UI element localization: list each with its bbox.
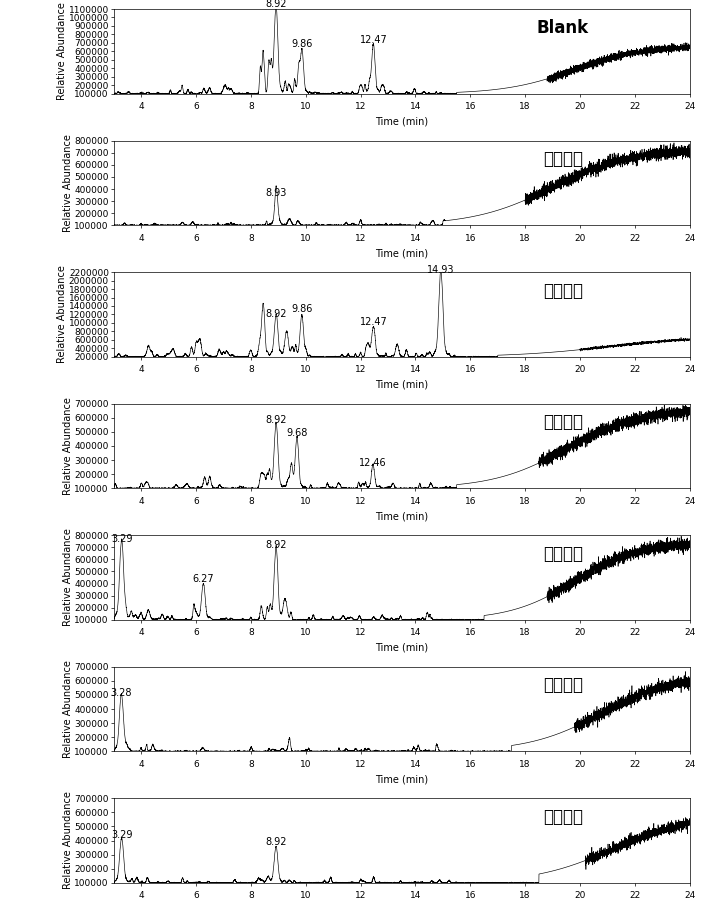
X-axis label: Time (min): Time (min) bbox=[375, 117, 428, 127]
Text: 12.46: 12.46 bbox=[359, 458, 387, 468]
Text: 8.92: 8.92 bbox=[265, 0, 287, 9]
X-axis label: Time (min): Time (min) bbox=[375, 774, 428, 785]
Text: Blank: Blank bbox=[537, 19, 589, 37]
Text: 14.93: 14.93 bbox=[427, 265, 454, 275]
Y-axis label: Relative Abundance: Relative Abundance bbox=[63, 397, 73, 495]
X-axis label: Time (min): Time (min) bbox=[375, 249, 428, 259]
Text: 물금원수: 물금원수 bbox=[543, 414, 583, 432]
X-axis label: Time (min): Time (min) bbox=[375, 511, 428, 522]
Text: 8.92: 8.92 bbox=[265, 540, 287, 550]
Text: 질서원수: 질서원수 bbox=[543, 282, 583, 300]
Y-axis label: Relative Abundance: Relative Abundance bbox=[63, 660, 73, 758]
Y-axis label: Relative Abundance: Relative Abundance bbox=[58, 3, 68, 100]
X-axis label: Time (min): Time (min) bbox=[375, 380, 428, 390]
Text: 6.27: 6.27 bbox=[193, 574, 214, 584]
Text: 3.28: 3.28 bbox=[111, 688, 132, 698]
Y-axis label: Relative Abundance: Relative Abundance bbox=[58, 266, 68, 363]
Text: 3.29: 3.29 bbox=[111, 534, 132, 544]
Text: 8.92: 8.92 bbox=[265, 309, 287, 319]
Text: 12.47: 12.47 bbox=[360, 317, 387, 327]
Text: 질서정수: 질서정수 bbox=[543, 677, 583, 695]
Text: 12.47: 12.47 bbox=[360, 35, 387, 45]
X-axis label: Time (min): Time (min) bbox=[375, 642, 428, 653]
Text: 9.68: 9.68 bbox=[287, 428, 308, 438]
Text: 문산원수: 문산원수 bbox=[543, 150, 583, 168]
Text: 문산정수: 문산정수 bbox=[543, 545, 583, 563]
Text: 화명정수: 화명정수 bbox=[543, 808, 583, 826]
Text: 9.86: 9.86 bbox=[292, 305, 313, 314]
Text: 8.92: 8.92 bbox=[265, 837, 287, 847]
Text: 9.86: 9.86 bbox=[292, 40, 313, 50]
Text: 8.92: 8.92 bbox=[265, 415, 287, 425]
Y-axis label: Relative Abundance: Relative Abundance bbox=[63, 529, 73, 626]
Y-axis label: Relative Abundance: Relative Abundance bbox=[63, 134, 73, 232]
Text: 3.29: 3.29 bbox=[111, 830, 132, 840]
Text: 8.93: 8.93 bbox=[266, 187, 287, 198]
Y-axis label: Relative Abundance: Relative Abundance bbox=[63, 792, 73, 889]
